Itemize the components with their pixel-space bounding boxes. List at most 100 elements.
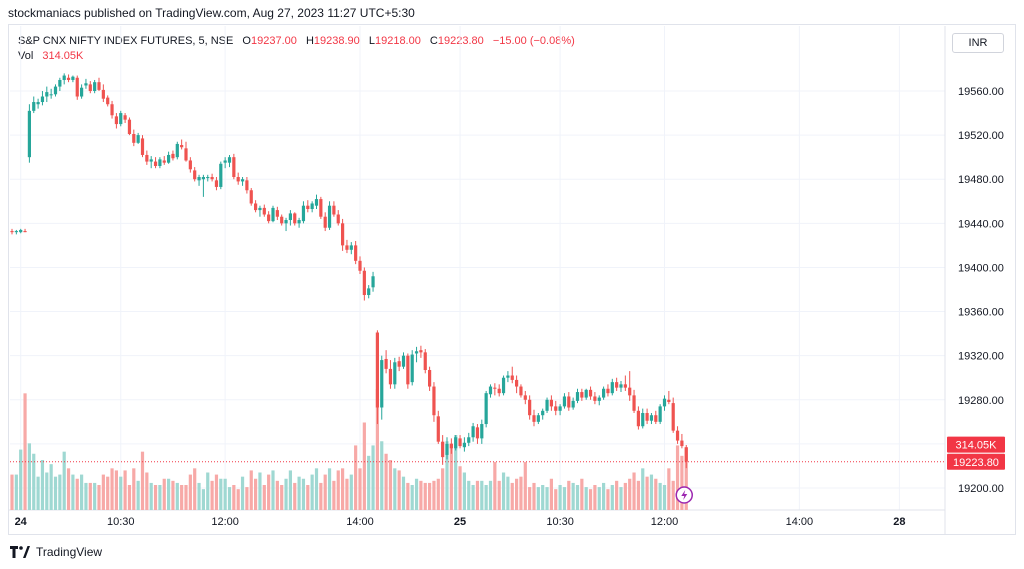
- candle-body[interactable]: [371, 276, 375, 288]
- candle-body[interactable]: [410, 354, 414, 383]
- candle-body[interactable]: [441, 441, 445, 458]
- candle-body[interactable]: [236, 177, 240, 182]
- candle-body[interactable]: [58, 79, 62, 87]
- candle-body[interactable]: [575, 392, 580, 401]
- candle-body[interactable]: [658, 406, 662, 422]
- candle-body[interactable]: [101, 89, 105, 99]
- candle-body[interactable]: [114, 116, 118, 125]
- candle-body[interactable]: [549, 399, 553, 407]
- candle-body[interactable]: [214, 180, 219, 187]
- candle-body[interactable]: [558, 406, 562, 411]
- candle-body[interactable]: [628, 387, 632, 396]
- candle-body[interactable]: [210, 177, 214, 180]
- candle-body[interactable]: [675, 430, 680, 441]
- candle-body[interactable]: [132, 134, 136, 143]
- candle-body[interactable]: [397, 361, 401, 367]
- candle-body[interactable]: [184, 148, 188, 161]
- candle-body[interactable]: [310, 203, 314, 209]
- candle-body[interactable]: [680, 440, 684, 447]
- candle-body[interactable]: [336, 214, 340, 224]
- candle-body[interactable]: [654, 415, 658, 422]
- candle-body[interactable]: [567, 396, 571, 408]
- candle-body[interactable]: [536, 415, 540, 422]
- candle-body[interactable]: [140, 138, 145, 155]
- candle-body[interactable]: [254, 203, 258, 211]
- candle-body[interactable]: [606, 388, 610, 394]
- candle-body[interactable]: [419, 350, 423, 353]
- candle-body[interactable]: [175, 143, 179, 158]
- candle-body[interactable]: [206, 177, 210, 179]
- candle-body[interactable]: [636, 410, 640, 427]
- candle-body[interactable]: [436, 416, 440, 442]
- candle-body[interactable]: [158, 159, 162, 166]
- candle-body[interactable]: [406, 355, 410, 385]
- candle-body[interactable]: [580, 392, 584, 398]
- candle-body[interactable]: [110, 104, 114, 116]
- candle-body[interactable]: [262, 207, 266, 215]
- candle-body[interactable]: [306, 205, 310, 209]
- candle-body[interactable]: [354, 245, 358, 261]
- candle-body[interactable]: [149, 159, 153, 162]
- candle-body[interactable]: [32, 102, 36, 111]
- candle-body[interactable]: [232, 157, 236, 178]
- candle-body[interactable]: [271, 207, 275, 222]
- candle-body[interactable]: [280, 216, 284, 224]
- candle-body[interactable]: [649, 415, 654, 421]
- candle-body[interactable]: [532, 415, 536, 422]
- candle-body[interactable]: [515, 379, 519, 387]
- candle-body[interactable]: [327, 205, 332, 228]
- candle-body[interactable]: [423, 352, 427, 371]
- candle-body[interactable]: [562, 396, 567, 407]
- candle-body[interactable]: [623, 384, 627, 388]
- candle-body[interactable]: [462, 442, 466, 448]
- candle-body[interactable]: [597, 397, 601, 401]
- candle-body[interactable]: [471, 426, 475, 438]
- candle-body[interactable]: [584, 389, 588, 398]
- volume-label[interactable]: Vol: [18, 50, 34, 62]
- candle-body[interactable]: [545, 399, 549, 411]
- candle-body[interactable]: [227, 157, 232, 163]
- candle-body[interactable]: [275, 210, 279, 217]
- candle-body[interactable]: [488, 386, 493, 395]
- candle-body[interactable]: [66, 77, 71, 80]
- candle-body[interactable]: [358, 260, 362, 271]
- candle-body[interactable]: [662, 398, 667, 407]
- candle-body[interactable]: [27, 110, 31, 158]
- candle-body[interactable]: [480, 424, 484, 439]
- candle-body[interactable]: [458, 438, 462, 447]
- candle-body[interactable]: [293, 213, 297, 224]
- candle-body[interactable]: [349, 245, 353, 250]
- candle-body[interactable]: [145, 154, 149, 162]
- candle-body[interactable]: [153, 161, 158, 166]
- candle-body[interactable]: [62, 75, 66, 80]
- candle-body[interactable]: [602, 388, 606, 398]
- candle-body[interactable]: [645, 413, 649, 421]
- candle-body[interactable]: [106, 97, 110, 105]
- candle-body[interactable]: [615, 382, 619, 388]
- candle-body[interactable]: [484, 393, 488, 425]
- candle-body[interactable]: [510, 375, 514, 380]
- candle-body[interactable]: [593, 396, 597, 401]
- candle-body[interactable]: [297, 220, 301, 224]
- candle-body[interactable]: [93, 82, 97, 91]
- candle-body[interactable]: [332, 205, 336, 215]
- candle-body[interactable]: [84, 83, 88, 86]
- candle-body[interactable]: [632, 395, 636, 411]
- candle-body[interactable]: [588, 389, 593, 397]
- candle-body[interactable]: [284, 220, 288, 224]
- candle-body[interactable]: [88, 84, 92, 91]
- candle-body[interactable]: [362, 270, 366, 296]
- candle-body[interactable]: [571, 400, 575, 408]
- candle-body[interactable]: [80, 87, 84, 97]
- candle-body[interactable]: [40, 96, 45, 103]
- candle-body[interactable]: [341, 223, 345, 246]
- candle-body[interactable]: [123, 115, 127, 120]
- candle-body[interactable]: [506, 375, 510, 378]
- candle-body[interactable]: [671, 403, 675, 431]
- candle-body[interactable]: [641, 413, 645, 427]
- candle-body[interactable]: [467, 437, 471, 443]
- candle-body[interactable]: [393, 362, 397, 385]
- candle-body[interactable]: [501, 377, 506, 394]
- candle-body[interactable]: [497, 388, 501, 394]
- candle-body[interactable]: [528, 399, 532, 416]
